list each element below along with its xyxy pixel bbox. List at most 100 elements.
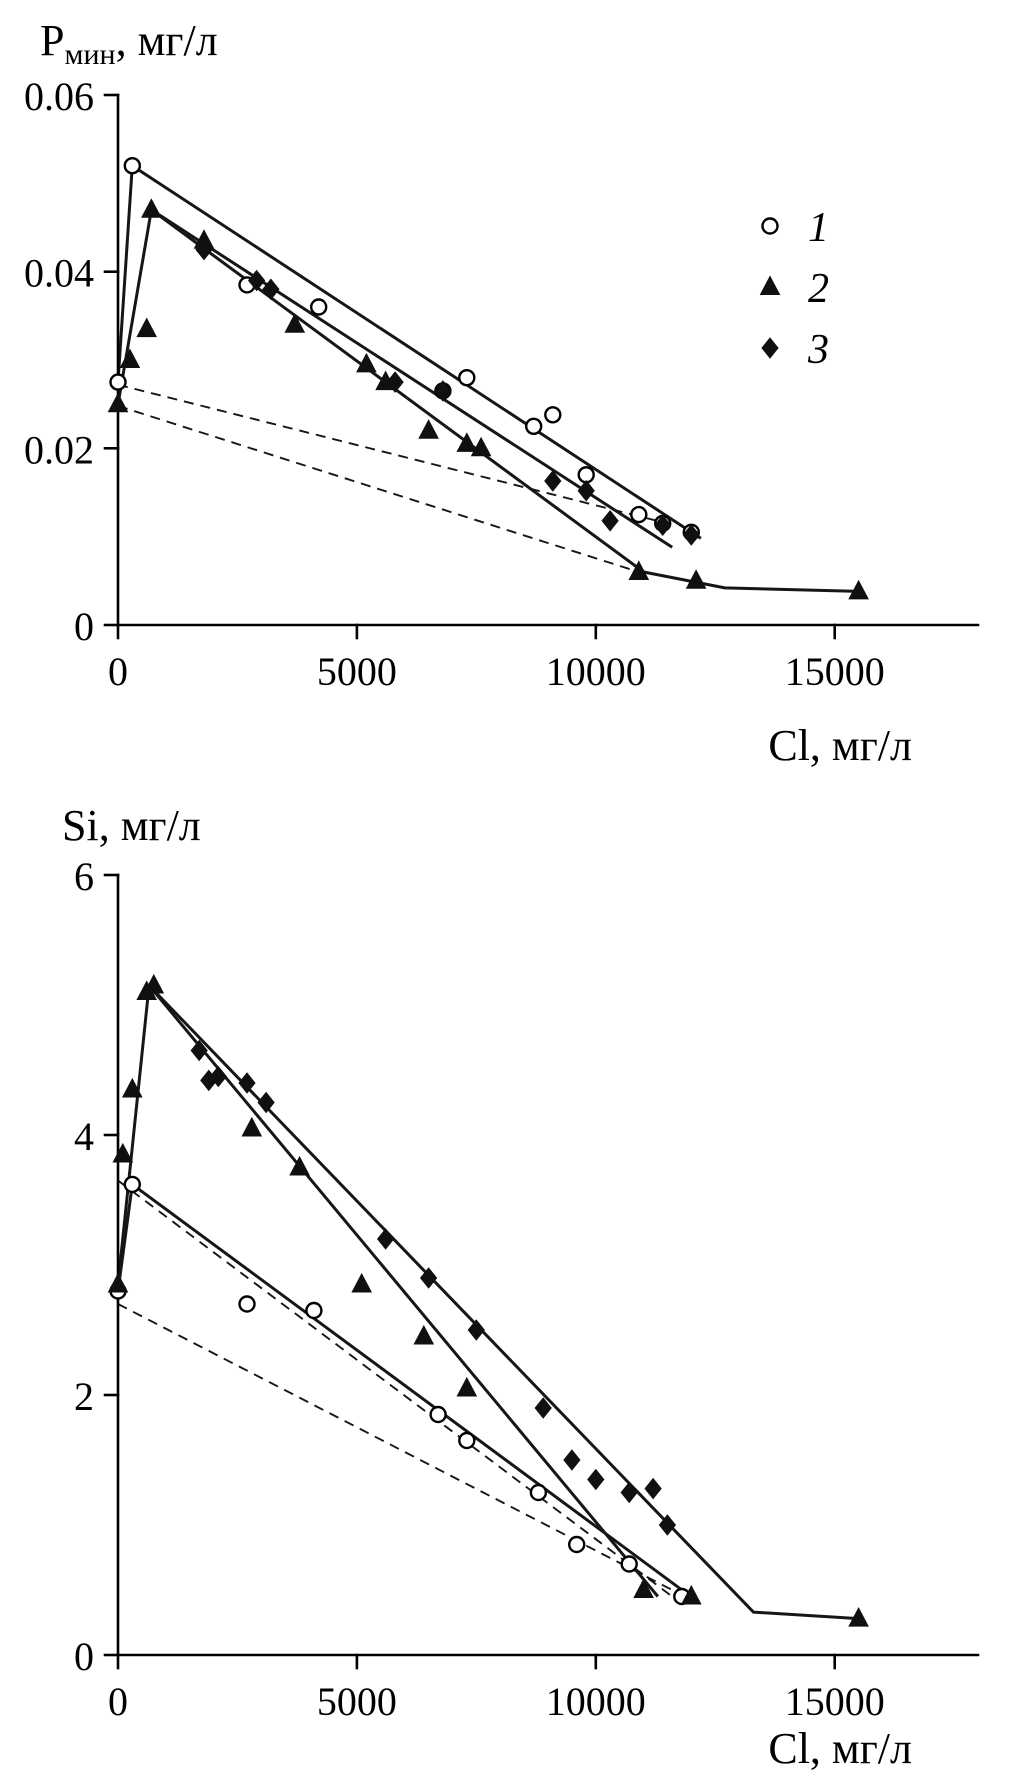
diamond-marker <box>376 1228 395 1250</box>
triangle-marker <box>848 1607 869 1627</box>
triangle-marker <box>633 1578 654 1598</box>
solid-trend-line <box>147 984 660 1598</box>
pmin-chart: 0 0.02 0.04 0.06 0 5000 10000 15000 <box>24 74 980 694</box>
diamond-marker <box>761 337 779 359</box>
triangle-marker <box>112 1142 134 1163</box>
triangle-marker <box>289 1155 310 1176</box>
pmin-y-axis-title-units: , мг/л <box>116 16 218 65</box>
triangle-marker <box>456 432 478 452</box>
x-tick-label: 15000 <box>785 649 885 694</box>
dashed-trend-line <box>117 383 668 525</box>
diamond-marker <box>654 514 672 537</box>
diamond-marker <box>257 1091 275 1114</box>
solid-trend-line <box>150 208 674 549</box>
axis-lines <box>116 873 980 1657</box>
diamond-marker <box>577 479 595 502</box>
y-tick-label: 0.02 <box>24 427 94 472</box>
triangle-marker <box>284 313 306 333</box>
diamond-marker <box>434 380 452 402</box>
triangle-marker <box>351 1272 373 1293</box>
diamond-marker <box>195 238 213 261</box>
circle-marker <box>544 406 562 424</box>
diamond-marker <box>419 1267 438 1289</box>
circle-marker <box>123 1175 142 1194</box>
circle-marker <box>458 1431 476 1450</box>
circle-marker <box>429 1405 447 1424</box>
diamond-marker <box>658 1514 677 1536</box>
diamond-marker <box>601 509 619 532</box>
x-tick-label: 10000 <box>546 1679 646 1724</box>
y-tick-label: 0.04 <box>24 251 94 296</box>
y-tick-label: 0.06 <box>24 74 94 119</box>
circle-marker <box>761 217 779 235</box>
circle-marker <box>630 505 648 524</box>
series-2-points <box>107 973 869 1627</box>
solid-trend-line <box>116 984 859 1621</box>
series-3-points <box>190 1039 677 1536</box>
pmin-y-axis-title-main: Р <box>40 16 64 65</box>
triangle-marker <box>848 579 869 600</box>
diamond-marker <box>544 470 562 492</box>
legend-label-1: 1 <box>808 205 829 251</box>
series-1-points <box>109 1175 691 1606</box>
triangle-marker <box>418 419 439 439</box>
triangle-marker <box>413 1324 435 1345</box>
diamond-marker <box>247 269 266 292</box>
circle-marker <box>123 156 142 175</box>
circle-marker <box>525 417 543 435</box>
circle-marker <box>310 298 328 316</box>
triangle-marker <box>685 569 707 589</box>
triangle-marker <box>107 392 129 413</box>
y-tick-label: 4 <box>74 1114 94 1159</box>
diamond-marker <box>467 1319 485 1341</box>
y-tick-label: 2 <box>74 1374 94 1419</box>
triangle-marker <box>107 1272 129 1293</box>
legend-label-2: 2 <box>808 266 829 312</box>
triangle-marker <box>759 275 781 295</box>
diamond-marker <box>682 524 700 546</box>
dashed-trend-line <box>117 404 640 573</box>
circle-marker <box>109 373 127 391</box>
diamond-marker <box>262 278 280 301</box>
si-chart: 0 2 4 6 0 5000 10000 15000 <box>74 854 980 1724</box>
dashed-trend-line <box>117 1179 673 1598</box>
x-tick-label: 0 <box>108 1679 128 1724</box>
circle-marker <box>305 1301 323 1320</box>
triangle-marker <box>141 198 162 218</box>
diamond-marker <box>620 1481 638 1504</box>
diamond-marker <box>238 1072 256 1094</box>
axis-lines <box>116 93 980 627</box>
diamond-marker <box>386 371 404 393</box>
circle-marker <box>620 1555 638 1573</box>
si-x-axis-title: Cl, мг/л <box>768 1724 912 1773</box>
si-y-axis-title: Si, мг/л <box>62 801 201 850</box>
diamond-marker <box>644 1477 662 1500</box>
diamond-marker <box>563 1449 581 1471</box>
x-tick-label: 15000 <box>785 1679 885 1724</box>
pmin-x-axis-title: Cl, мг/л <box>768 721 912 770</box>
dashed-trend-line <box>117 1303 673 1591</box>
pmin-y-axis-title-subscript: мин <box>64 38 115 71</box>
triangle-marker <box>241 1116 263 1137</box>
triangle-marker <box>356 352 377 373</box>
triangle-marker <box>456 1376 478 1397</box>
y-tick-label: 0 <box>74 604 94 649</box>
triangle-marker <box>136 317 158 338</box>
solid-trend-line <box>116 164 702 540</box>
series-3-points <box>195 238 700 546</box>
y-tick-label: 0 <box>74 1634 94 1679</box>
pmin-y-axis-title: Рмин, мг/л <box>40 16 218 71</box>
triangle-marker <box>680 1584 702 1605</box>
triangle-marker <box>119 348 141 368</box>
circle-marker <box>529 1483 548 1502</box>
diamond-marker <box>209 1065 227 1088</box>
x-tick-label: 10000 <box>546 649 646 694</box>
triangle-marker <box>143 973 165 994</box>
diamond-marker <box>534 1397 552 1419</box>
legend: 1 2 3 <box>759 205 829 373</box>
triangle-marker <box>628 560 650 580</box>
circle-marker <box>568 1535 586 1554</box>
x-tick-label: 0 <box>108 649 128 694</box>
circle-marker <box>238 1295 256 1313</box>
